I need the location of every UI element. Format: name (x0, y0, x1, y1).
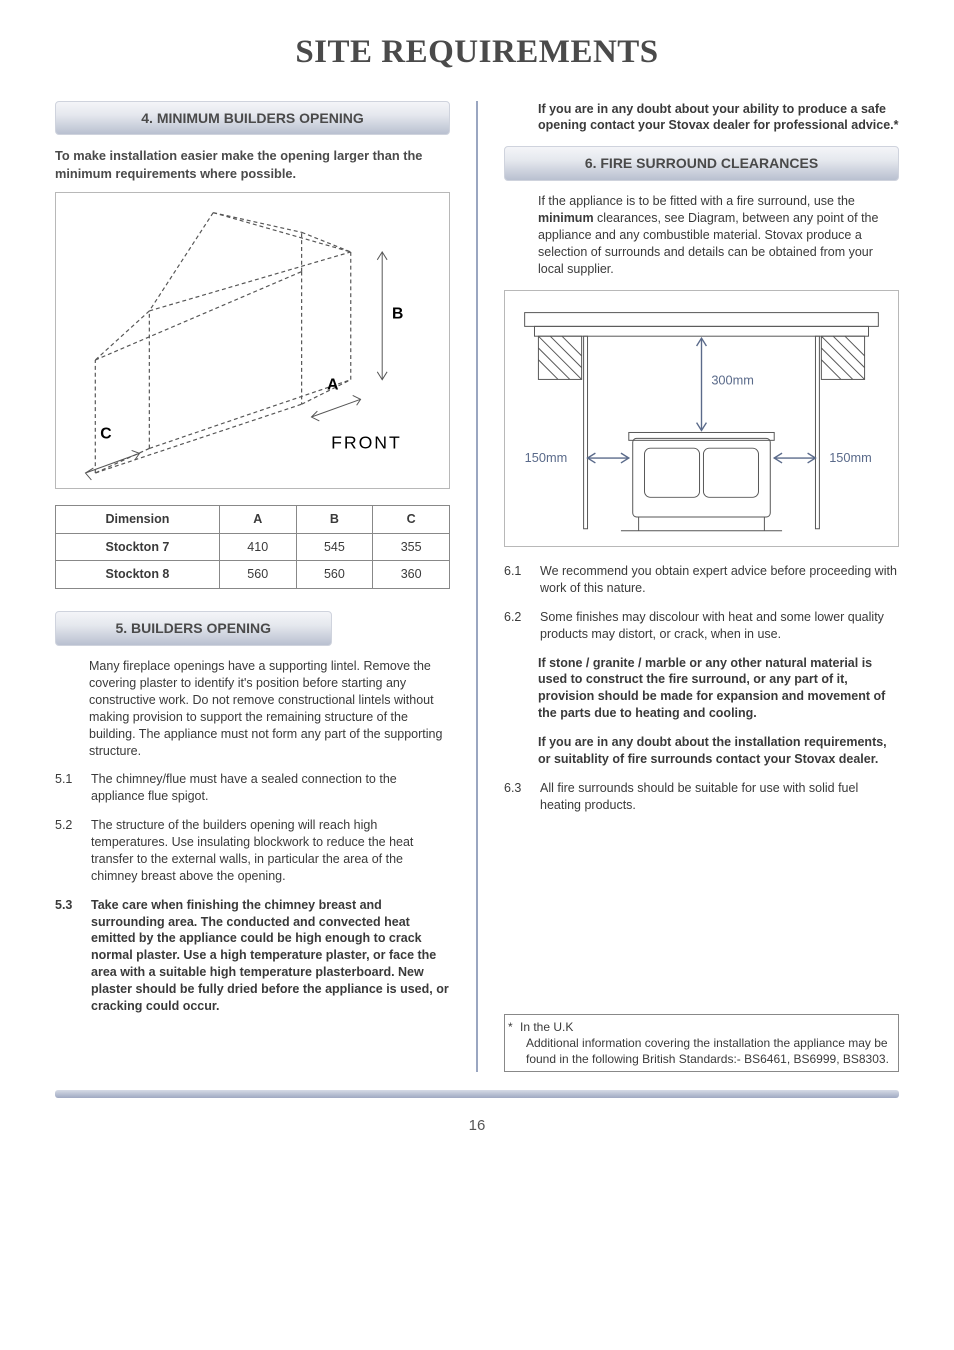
page-footer: 16 (55, 1090, 899, 1136)
column-divider (476, 101, 478, 1073)
intro-pre: If the appliance is to be fitted with a … (538, 194, 855, 208)
item-text: The chimney/flue must have a sealed conn… (91, 771, 450, 805)
section-5-heading: 5. BUILDERS OPENING (55, 611, 332, 646)
front-label: FRONT (331, 432, 402, 452)
cell: 560 (296, 561, 373, 589)
cell: 545 (296, 533, 373, 561)
col-dimension: Dimension (56, 505, 220, 533)
col-a: A (219, 505, 296, 533)
dim-a-label: A (327, 376, 338, 393)
item-text: We recommend you obtain expert advice be… (540, 563, 899, 597)
builders-opening-diagram: B A C FRONT (55, 192, 450, 489)
table-header-row: Dimension A B C (56, 505, 450, 533)
page-number: 16 (55, 1116, 899, 1136)
section-4-intro: To make installation easier make the ope… (55, 147, 450, 182)
cell: Stockton 7 (56, 533, 220, 561)
item-6-1: 6.1 We recommend you obtain expert advic… (504, 563, 899, 597)
footer-bar (55, 1090, 899, 1098)
intro-bold: minimum (538, 211, 594, 225)
section-5-intro: Many fireplace openings have a supportin… (55, 658, 450, 759)
cell: 360 (373, 561, 450, 589)
clearance-top-label: 300mm (711, 372, 754, 387)
footnote-body: Additional information covering the inst… (508, 1035, 892, 1067)
item-number: 5.3 (55, 897, 77, 1015)
col-c: C (373, 505, 450, 533)
item-text: All fire surrounds should be suitable fo… (540, 780, 899, 814)
item-number: 6.3 (504, 780, 526, 814)
item-number: 6.2 (504, 609, 526, 643)
col-b: B (296, 505, 373, 533)
clearance-right-label: 150mm (829, 450, 872, 465)
cell: 355 (373, 533, 450, 561)
item-text: The structure of the builders opening wi… (91, 817, 450, 885)
asterisk-icon: * (508, 1019, 516, 1035)
dim-c-label: C (100, 426, 111, 443)
item-6-2: 6.2 Some finishes may discolour with hea… (504, 609, 899, 643)
dim-b-label: B (392, 306, 403, 323)
clearance-diagram: 300mm 150mm 150mm (504, 290, 899, 547)
right-column: If you are in any doubt about your abili… (504, 101, 899, 1073)
clearance-left-label: 150mm (525, 450, 568, 465)
cell: 410 (219, 533, 296, 561)
two-column-layout: 4. MINIMUM BUILDERS OPENING To make inst… (55, 101, 899, 1073)
footnote-head: In the U.K (520, 1019, 573, 1035)
dimensions-table: Dimension A B C Stockton 7 410 545 355 S… (55, 505, 450, 590)
left-column: 4. MINIMUM BUILDERS OPENING To make inst… (55, 101, 450, 1073)
section-6-heading: 6. FIRE SURROUND CLEARANCES (504, 146, 899, 181)
item-number: 6.1 (504, 563, 526, 597)
section-6-intro: If the appliance is to be fitted with a … (504, 193, 899, 277)
cell: Stockton 8 (56, 561, 220, 589)
item-text: Take care when finishing the chimney bre… (91, 897, 450, 1015)
section-4-heading: 4. MINIMUM BUILDERS OPENING (55, 101, 450, 136)
bold-para-2: If you are in any doubt about the instal… (504, 734, 899, 768)
cell: 560 (219, 561, 296, 589)
bold-para-1: If stone / granite / marble or any other… (504, 655, 899, 723)
item-5-3: 5.3 Take care when finishing the chimney… (55, 897, 450, 1015)
item-number: 5.1 (55, 771, 77, 805)
table-row: Stockton 8 560 560 360 (56, 561, 450, 589)
item-5-2: 5.2 The structure of the builders openin… (55, 817, 450, 885)
item-number: 5.2 (55, 817, 77, 885)
page-title: SITE REQUIREMENTS (55, 30, 899, 75)
footnote-box: * In the U.K Additional information cove… (504, 1014, 899, 1073)
item-5-1: 5.1 The chimney/flue must have a sealed … (55, 771, 450, 805)
table-row: Stockton 7 410 545 355 (56, 533, 450, 561)
carryover-warning: If you are in any doubt about your abili… (504, 101, 899, 135)
item-text: Some finishes may discolour with heat an… (540, 609, 899, 643)
item-6-3: 6.3 All fire surrounds should be suitabl… (504, 780, 899, 814)
